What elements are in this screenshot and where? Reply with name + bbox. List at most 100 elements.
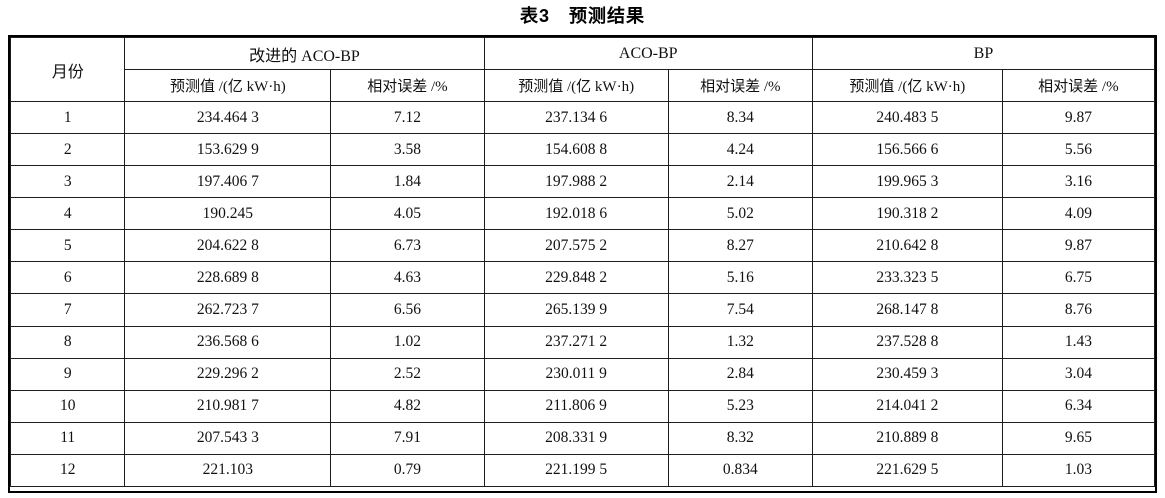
col-header-pred-aco-bp: 预测值 /(亿 kW·h) [483,69,669,102]
value-cell: 9.87 [1001,229,1156,263]
value-cell: 1.84 [330,165,485,199]
value-cell: 8.76 [1001,293,1156,327]
col-header-err-bp: 相对误差 /% [1001,69,1156,102]
month-cell: 8 [9,325,126,359]
month-cell: 11 [9,421,126,455]
value-cell: 229.296 2 [124,357,332,391]
col-header-err-improved: 相对误差 /% [330,69,485,102]
table-caption: 表3 预测结果 [519,6,645,26]
value-cell: 3.04 [1001,357,1156,391]
value-cell: 221.199 5 [483,453,669,488]
header-row-groups: 月份 改进的 ACO-BP ACO-BP BP [9,37,1156,102]
value-cell: 197.406 7 [124,165,332,199]
value-cell: 268.147 8 [811,293,1003,327]
value-cell: 197.988 2 [483,165,669,199]
value-cell: 211.806 9 [483,389,669,423]
value-cell: 207.575 2 [483,229,669,263]
month-cell: 5 [9,229,126,263]
col-group-improved-aco-bp: 改进的 ACO-BP [124,37,485,70]
value-cell: 9.87 [1001,100,1156,135]
month-cell: 10 [9,389,126,423]
value-cell: 4.63 [330,261,485,295]
value-cell: 4.05 [330,197,485,231]
value-cell: 230.011 9 [483,357,669,391]
value-cell: 233.323 5 [811,261,1003,295]
month-cell: 2 [9,133,126,167]
value-cell: 204.622 8 [124,229,332,263]
value-cell: 237.528 8 [811,325,1003,359]
value-cell: 4.82 [330,389,485,423]
value-cell: 190.318 2 [811,197,1003,231]
value-cell: 237.134 6 [483,100,669,135]
value-cell: 8.27 [667,229,813,263]
value-cell: 8.32 [667,421,813,455]
value-cell: 6.73 [330,229,485,263]
value-cell: 3.16 [1001,165,1156,199]
table-row: 6 228.689 8 4.63 229.848 2 5.16 233.323 5 6.75 [9,261,1156,295]
value-cell: 240.483 5 [811,100,1003,135]
month-cell: 3 [9,165,126,199]
prediction-table: 月份 改进的 ACO-BP ACO-BP BP 预测值 /(亿 kW·h) 相对… [9,37,1156,488]
value-cell: 4.09 [1001,197,1156,231]
table-body: 1 234.464 3 7.12 237.134 6 8.34 240.483 5 9.87… [9,100,1156,488]
value-cell: 221.103 [124,453,332,488]
col-header-pred-bp: 预测值 /(亿 kW·h) [811,69,1003,102]
value-cell: 207.543 3 [124,421,332,455]
value-cell: 6.75 [1001,261,1156,295]
value-cell: 230.459 3 [811,357,1003,391]
prediction-table-frame: 月份 改进的 ACO-BP ACO-BP BP 预测值 /(亿 kW·h) 相对… [8,35,1157,493]
value-cell: 5.23 [667,389,813,423]
value-cell: 210.889 8 [811,421,1003,455]
table-row: 7 262.723 7 6.56 265.139 9 7.54 268.147 8 8.76 [9,293,1156,327]
value-cell: 1.02 [330,325,485,359]
table-row: 3 197.406 7 1.84 197.988 2 2.14 199.965 3 3.16 [9,165,1156,199]
value-cell: 2.84 [667,357,813,391]
col-header-err-aco-bp: 相对误差 /% [667,69,813,102]
value-cell: 5.02 [667,197,813,231]
month-cell: 4 [9,197,126,231]
value-cell: 192.018 6 [483,197,669,231]
value-cell: 1.03 [1001,453,1156,488]
value-cell: 234.464 3 [124,100,332,135]
value-cell: 210.981 7 [124,389,332,423]
value-cell: 221.629 5 [811,453,1003,488]
month-cell: 9 [9,357,126,391]
value-cell: 156.566 6 [811,133,1003,167]
value-cell: 262.723 7 [124,293,332,327]
table-row: 9 229.296 2 2.52 230.011 9 2.84 230.459 3 3.04 [9,357,1156,391]
value-cell: 2.52 [330,357,485,391]
value-cell: 0.834 [667,453,813,488]
value-cell: 9.65 [1001,421,1156,455]
month-cell: 1 [9,100,126,135]
value-cell: 154.608 8 [483,133,669,167]
value-cell: 7.91 [330,421,485,455]
value-cell: 153.629 9 [124,133,332,167]
value-cell: 8.34 [667,100,813,135]
value-cell: 210.642 8 [811,229,1003,263]
value-cell: 5.16 [667,261,813,295]
value-cell: 228.689 8 [124,261,332,295]
value-cell: 1.32 [667,325,813,359]
value-cell: 0.79 [330,453,485,488]
col-group-bp: BP [811,37,1156,70]
value-cell: 2.14 [667,165,813,199]
table-row: 8 236.568 6 1.02 237.271 2 1.32 237.528 8 1.43 [9,325,1156,359]
month-cell: 12 [9,453,126,488]
value-cell: 5.56 [1001,133,1156,167]
value-cell: 7.12 [330,100,485,135]
col-group-aco-bp: ACO-BP [483,37,813,70]
value-cell: 237.271 2 [483,325,669,359]
value-cell: 214.041 2 [811,389,1003,423]
col-header-month: 月份 [9,37,126,102]
value-cell: 229.848 2 [483,261,669,295]
table-row: 1 234.464 3 7.12 237.134 6 8.34 240.483 5 9.87 [9,100,1156,135]
col-header-pred-improved: 预测值 /(亿 kW·h) [124,69,332,102]
value-cell: 236.568 6 [124,325,332,359]
value-cell: 6.56 [330,293,485,327]
value-cell: 199.965 3 [811,165,1003,199]
value-cell: 265.139 9 [483,293,669,327]
month-cell: 7 [9,293,126,327]
value-cell: 190.245 [124,197,332,231]
table-row: 5 204.622 8 6.73 207.575 2 8.27 210.642 8 9.87 [9,229,1156,263]
